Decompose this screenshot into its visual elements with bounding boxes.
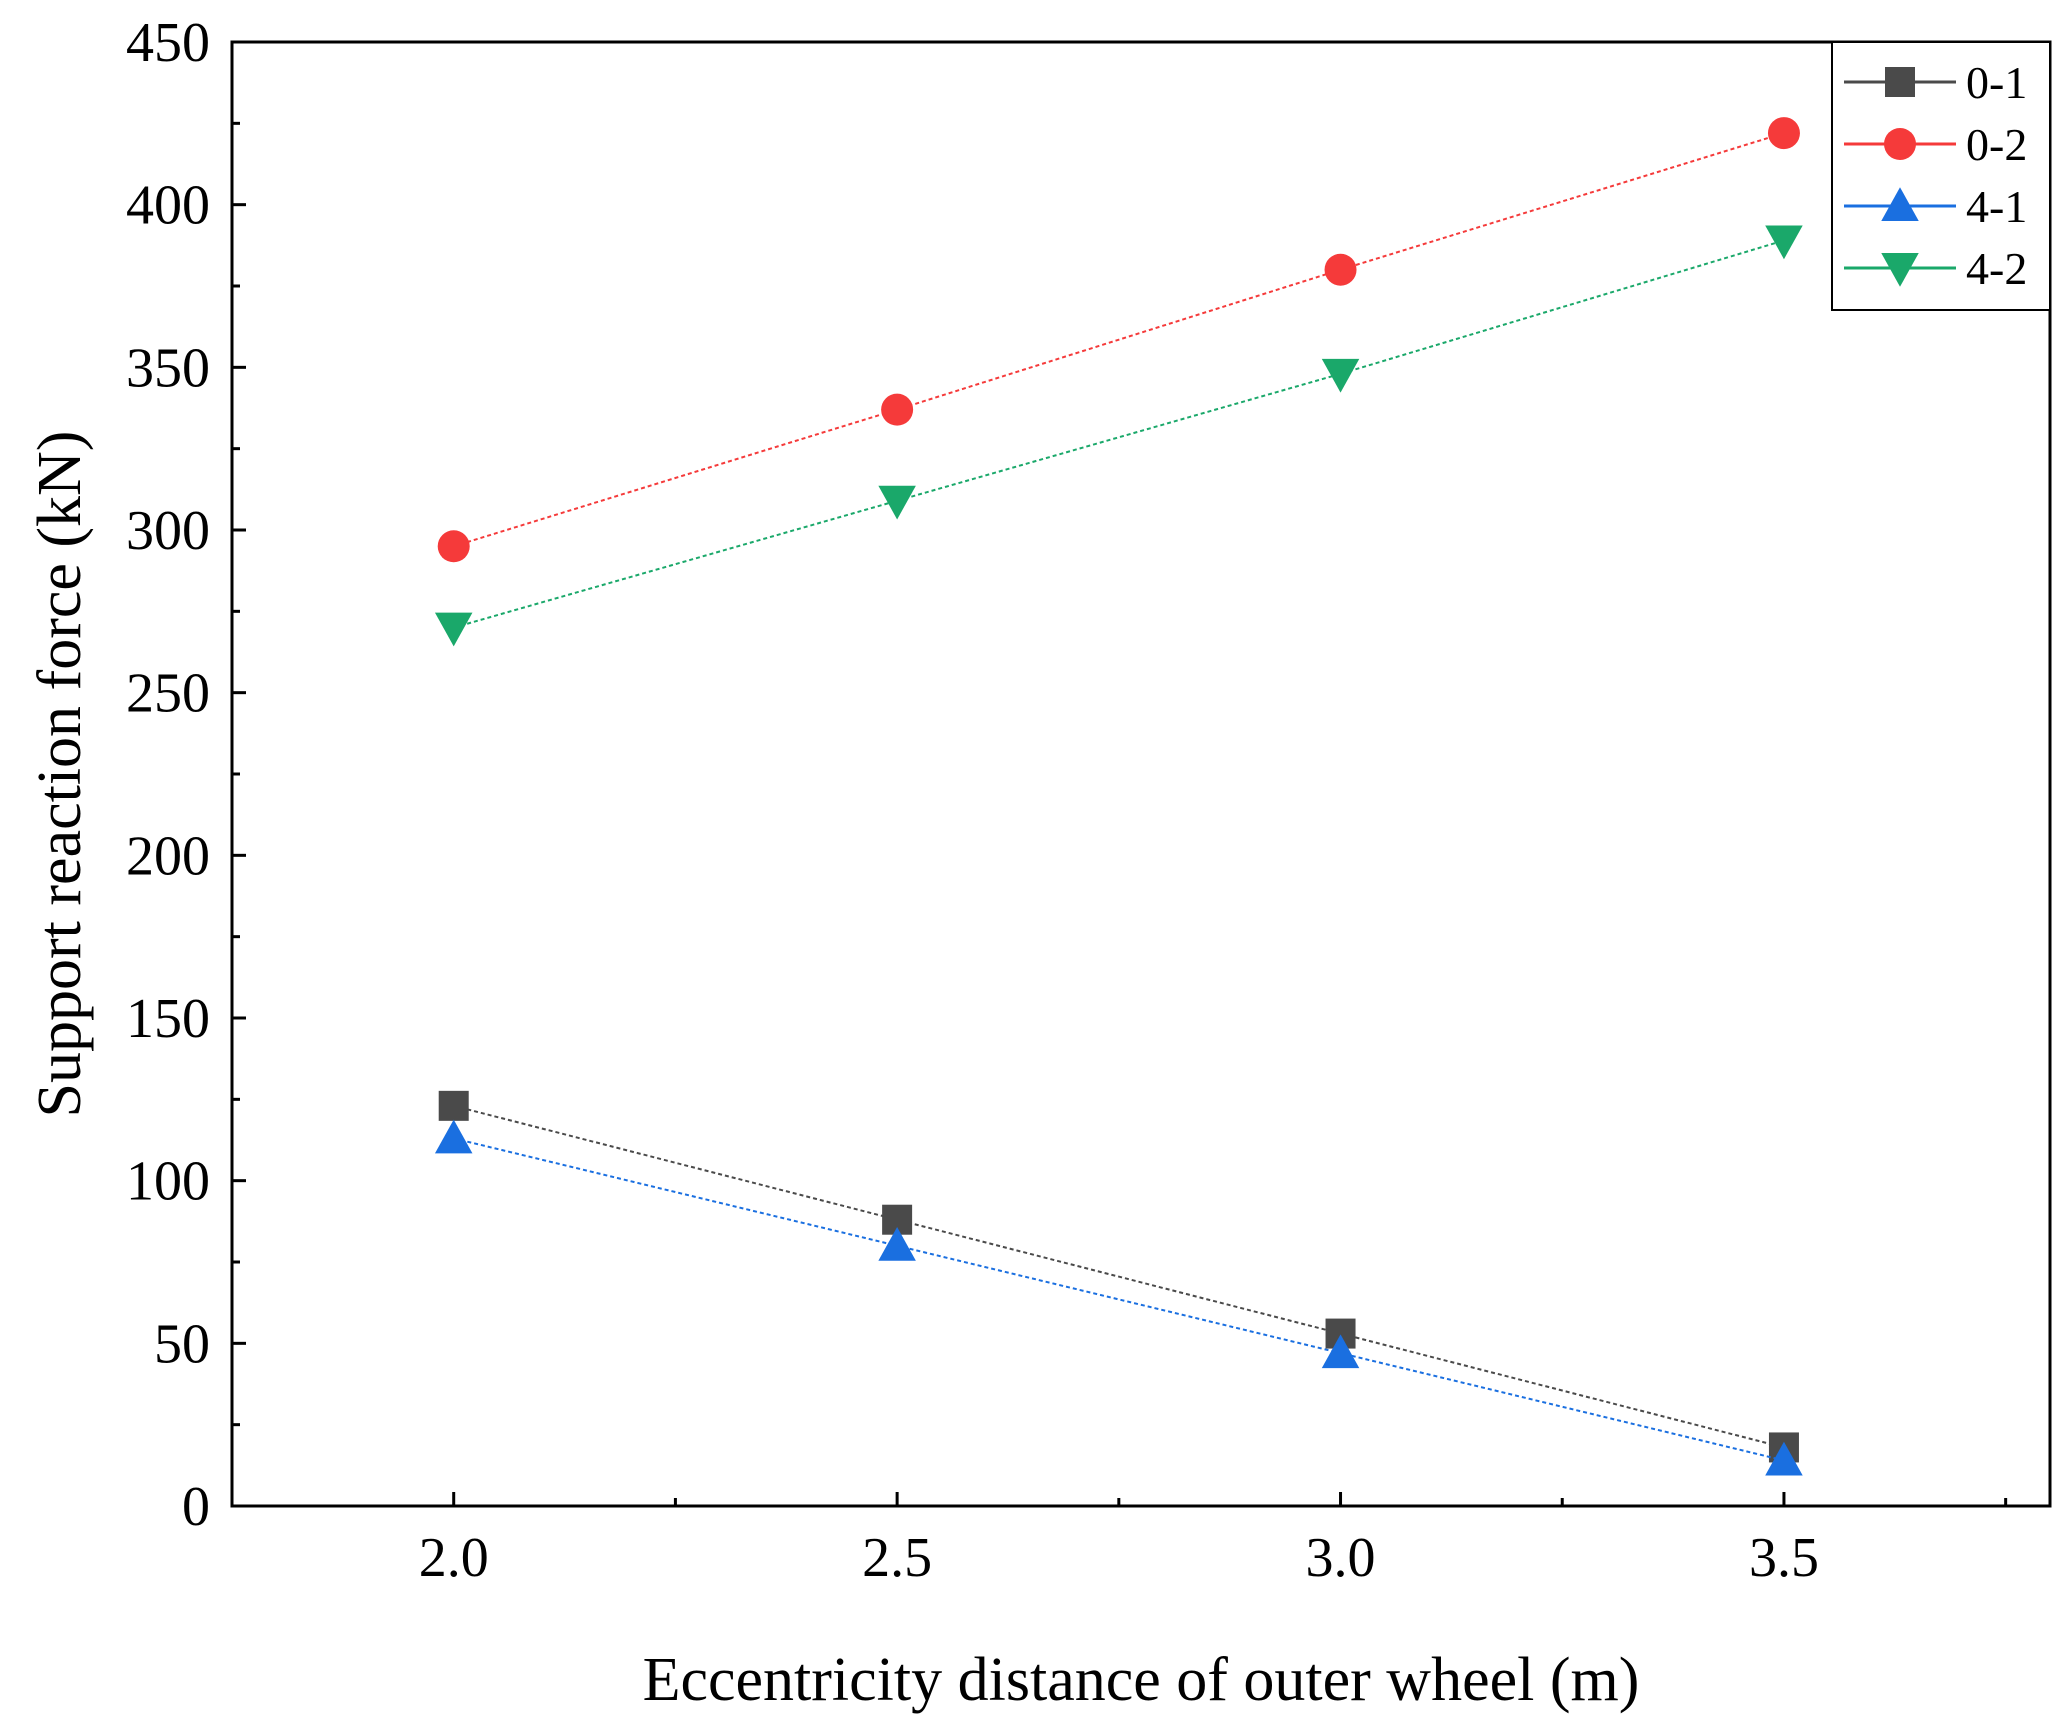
data-point [438,1090,469,1121]
plot-area [230,40,2052,1508]
legend-label: 4-1 [1966,181,2027,232]
y-tick-label: 100 [126,1151,210,1213]
series-0-2 [437,117,1800,563]
data-point [881,393,914,426]
data-point [1767,117,1800,150]
legend-item: 0-2 [1844,119,2027,170]
x-tick-label: 3.0 [1306,1527,1376,1589]
legend-label: 4-2 [1966,243,2027,294]
y-tick-label: 0 [182,1476,210,1538]
y-tick-label: 150 [126,988,210,1050]
x-axis-title: Eccentricity distance of outer wheel (m) [643,1646,1640,1714]
legend-item: 4-2 [1844,243,2027,294]
y-tick-label: 300 [126,500,210,562]
x-tick-label: 3.5 [1749,1527,1819,1589]
y-tick-label: 350 [126,337,210,399]
data-point [878,485,916,520]
x-tick-label: 2.0 [419,1527,489,1589]
data-point [1765,225,1803,260]
data-point [1765,1441,1803,1476]
y-tick-label: 400 [126,175,210,237]
y-axis-title: Support reaction force (kN) [26,431,94,1118]
y-tick-label: 250 [126,663,210,725]
series-line [453,1104,1785,1449]
series-layer [434,117,1803,1476]
data-point [1321,358,1360,393]
legend-marker [1881,187,1919,221]
legend-label: 0-2 [1966,119,2027,170]
legend-marker [1885,67,1915,97]
data-point [878,1226,916,1261]
y-tick-label: 450 [126,12,210,74]
series-line [453,132,1785,548]
data-point [434,612,473,647]
data-point [1324,253,1357,286]
legend-item: 4-1 [1844,181,2027,232]
y-tick-label: 50 [154,1313,210,1375]
series-4-2 [434,225,1803,647]
legend-marker [1881,253,1919,287]
data-point [437,530,470,563]
legend: 0-1 0-2 4-1 4-2 [1831,41,2051,311]
y-axis: 0 50 100 150 200 250 300 350 400 450 [126,12,246,1538]
x-tick-label: 2.5 [862,1527,932,1589]
data-point [1321,1334,1360,1369]
legend-label: 0-1 [1966,57,2027,108]
plot-frame [230,40,2052,1508]
data-point [434,1119,473,1154]
series-4-1 [434,1119,1803,1476]
legend-item: 0-1 [1844,57,2027,108]
x-axis: 2.0 2.5 3.0 3.5 [419,1492,2008,1589]
y-tick-label: 200 [126,825,210,887]
legend-marker [1884,128,1916,160]
legend-box [1831,41,2051,311]
